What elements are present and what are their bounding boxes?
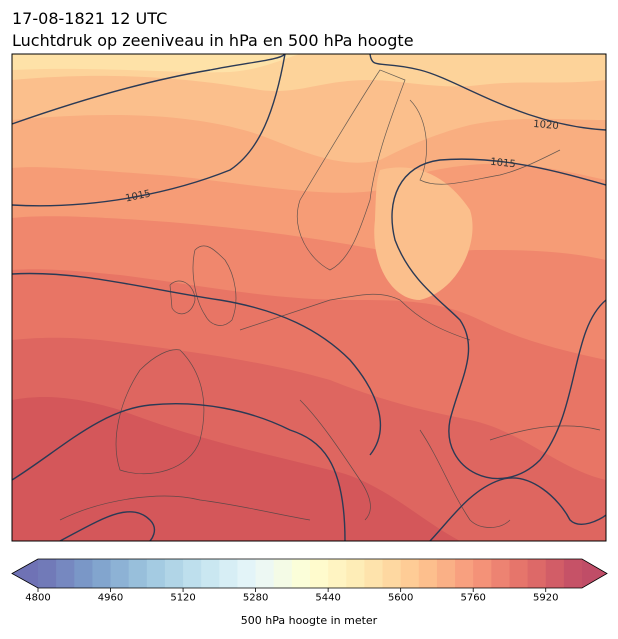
band — [12, 54, 606, 300]
isobar-label: 1020 — [533, 119, 559, 132]
colorbar-segment — [219, 559, 238, 588]
title-main: Luchtdruk op zeeniveau in hPa en 500 hPa… — [12, 31, 414, 50]
coastline — [239, 293, 471, 341]
colorbar-tick-label: 5760 — [460, 592, 485, 603]
isobar — [12, 54, 286, 125]
coastlines — [59, 69, 601, 528]
colorbar: 500 hPa hoogte in meter 4800 4960 5120 5280… — [11, 558, 608, 627]
coastline — [59, 495, 311, 521]
coastline — [115, 349, 205, 475]
colorbar-tick-label: 4800 — [25, 592, 50, 603]
colorbar-segment — [473, 559, 492, 588]
isobar-label: 1015 — [125, 188, 152, 204]
colorbar-segment — [418, 559, 438, 588]
colorbar-segment — [110, 559, 130, 588]
colorbar-segment — [328, 559, 347, 588]
colorbar-segment — [310, 559, 329, 588]
colorbar-segment — [56, 559, 75, 588]
title-date: 17-08-1821 12 UTC — [12, 9, 167, 28]
colorbar-segment — [436, 559, 456, 588]
coastline — [419, 429, 511, 528]
coastline — [299, 399, 371, 521]
colorbar-tick-label: 5440 — [315, 592, 340, 603]
colorbar-segment — [364, 559, 384, 588]
isobar — [12, 54, 286, 207]
colorbar-segment — [527, 559, 547, 588]
isobar — [391, 158, 606, 480]
colorbar-segment — [183, 559, 202, 588]
colorbar-segment — [291, 559, 311, 588]
isobar — [429, 477, 606, 541]
isobars — [12, 54, 606, 541]
isobar — [369, 54, 606, 131]
colorbar-segment — [545, 559, 565, 588]
colorbar-tick-label: 5280 — [243, 592, 268, 603]
colorbar-segment — [146, 559, 166, 588]
colorbar-tick-label: 5600 — [388, 592, 413, 603]
colorbar-segment — [128, 559, 148, 588]
map: 1015 1015 1020 — [11, 53, 607, 542]
isobar — [59, 511, 156, 541]
colorbar-tick-label: 5920 — [533, 592, 558, 603]
colorbar-segment — [201, 559, 220, 588]
isobar — [12, 272, 382, 456]
colorbar-extend-high — [582, 559, 607, 588]
colorbar-tick-label: 5120 — [170, 592, 195, 603]
colorbar-segment — [164, 559, 184, 588]
map-frame — [11, 53, 607, 542]
colorbar-segment — [491, 559, 510, 588]
colorbar-segment — [273, 559, 293, 588]
colorbar-segment — [92, 559, 112, 588]
colorbar-segment — [237, 559, 257, 588]
colorbar-tick-label: 4960 — [98, 592, 123, 603]
colorbar-segment — [38, 559, 57, 588]
coastline — [489, 425, 601, 441]
colorbar-segment — [255, 559, 275, 588]
colorbar-outline — [11, 558, 608, 589]
isobar-label: 1015 — [490, 157, 516, 171]
band — [12, 54, 300, 73]
colorbar-segment — [509, 559, 529, 588]
colorbar-segment — [563, 559, 583, 588]
colorbar-segment — [346, 559, 365, 588]
filled-contours — [12, 54, 606, 541]
colorbar-segment — [400, 559, 420, 588]
colorbar-segment — [74, 559, 93, 588]
coastline — [297, 69, 406, 271]
isobar — [12, 403, 346, 541]
colorbar-extend-low — [12, 559, 38, 588]
colorbar-label: 500 hPa hoogte in meter — [241, 614, 378, 627]
colorbar-segment — [382, 559, 402, 588]
colorbar-segment — [455, 559, 474, 588]
